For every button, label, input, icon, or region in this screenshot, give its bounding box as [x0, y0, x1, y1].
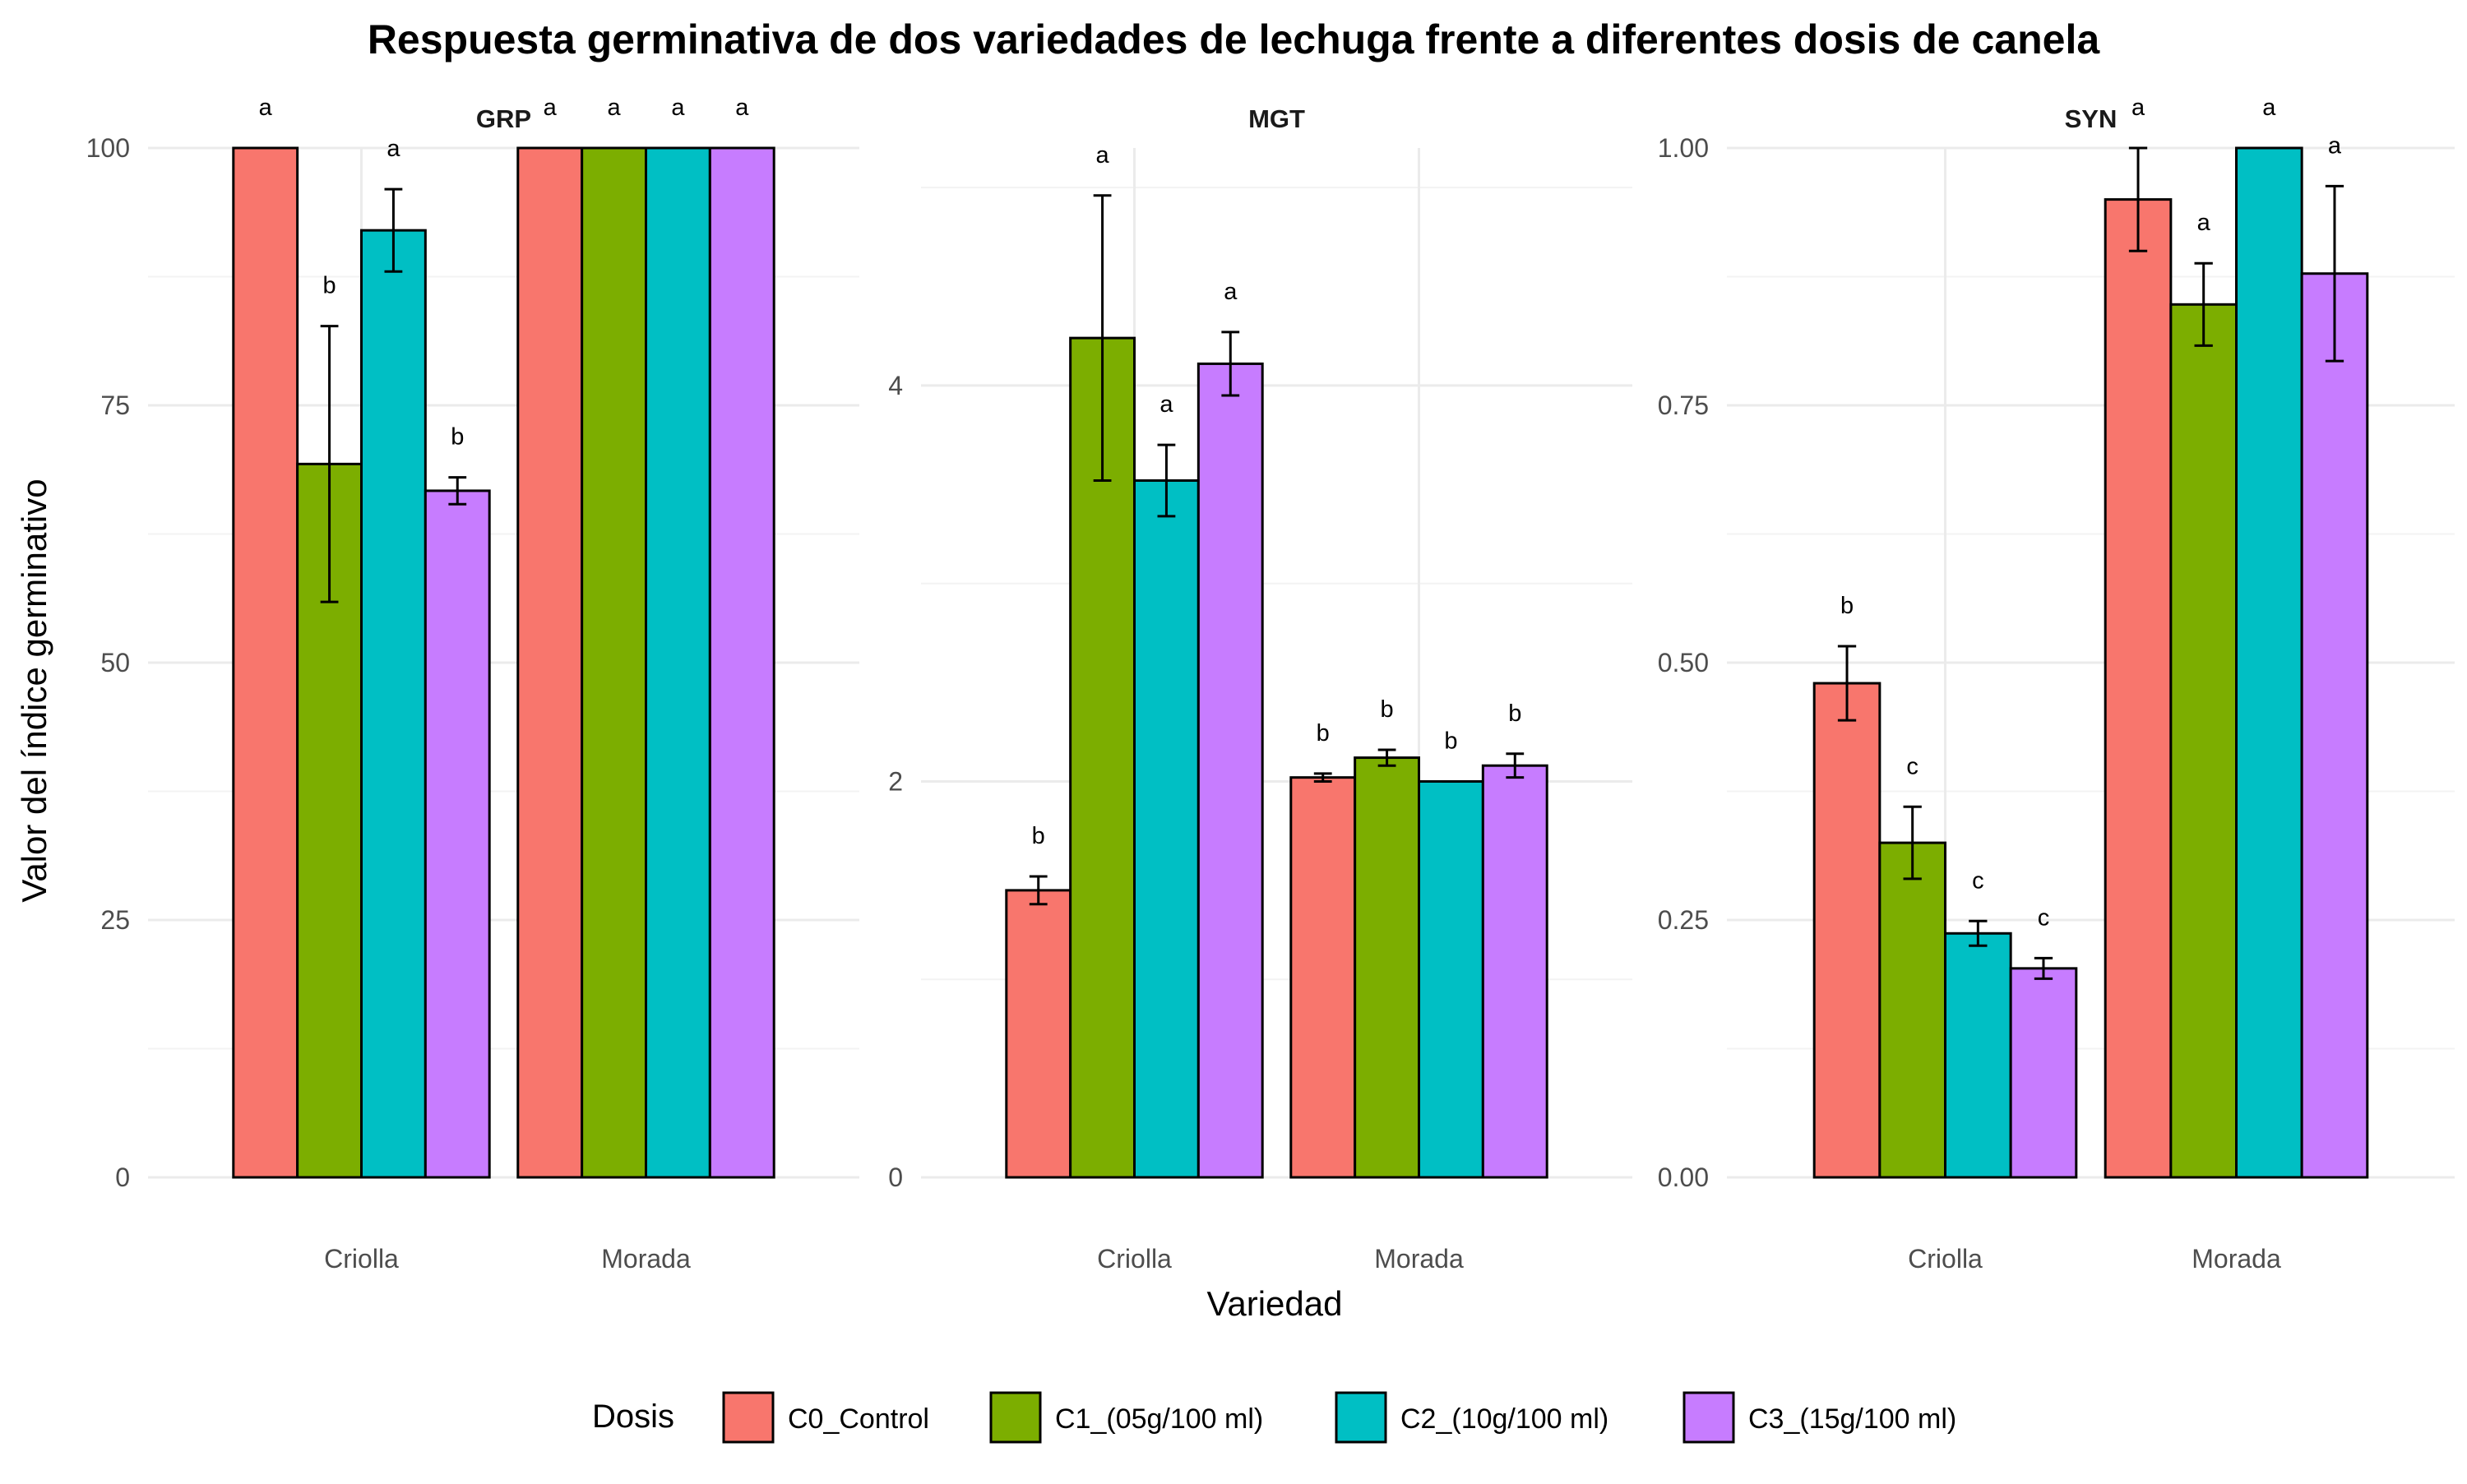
panel-strip-label: MGT [1248, 104, 1305, 133]
legend-swatch [1682, 1391, 1735, 1444]
significance-letter: a [2328, 132, 2342, 159]
x-tick-label: Morada [601, 1244, 691, 1274]
legend-title: Dosis [592, 1398, 674, 1435]
y-tick-label: 0.00 [1658, 1163, 1709, 1192]
bar [1481, 764, 1548, 1179]
x-tick-label: Criolla [324, 1244, 399, 1274]
legend-swatch [989, 1391, 1042, 1444]
x-tick-label: Criolla [1097, 1244, 1172, 1274]
legend-label: C2_(10g/100 ml) [1400, 1403, 1608, 1435]
legend: Dosis C0_Control C1_(05g/100 ml) C2_(10g/1… [592, 1391, 1956, 1444]
bar [360, 229, 427, 1179]
significance-letter: b [451, 424, 464, 451]
legend-entry: C1_(05g/100 ml) [989, 1391, 1263, 1444]
significance-letter: a [2131, 95, 2145, 121]
y-tick-label: 4 [888, 371, 903, 400]
significance-letter: b [1032, 823, 1045, 849]
y-tick-label: 2 [888, 766, 903, 796]
significance-letter: a [735, 95, 749, 121]
legend-swatch [1335, 1391, 1387, 1444]
x-tick-label: Criolla [1908, 1244, 1983, 1274]
significance-letter: a [2262, 95, 2276, 121]
bar [1005, 889, 1072, 1179]
bar [2300, 272, 2369, 1179]
significance-letter: a [1159, 391, 1173, 418]
bar [1812, 682, 1881, 1179]
bar [1354, 756, 1421, 1179]
y-tick-label: 0.50 [1658, 648, 1709, 677]
legend-label: C1_(05g/100 ml) [1055, 1403, 1263, 1435]
chart-title: Respuesta germinativa de dos variedades … [368, 16, 2101, 62]
legend-label: C3_(15g/100 ml) [1748, 1403, 1956, 1435]
significance-letter: c [2038, 904, 2050, 931]
y-tick-label: 0 [115, 1163, 130, 1192]
y-tick-label: 1.00 [1658, 133, 1709, 163]
significance-letter: a [259, 95, 273, 121]
panel-strip-label: SYN [2065, 104, 2118, 133]
significance-letter: c [1972, 867, 1984, 894]
significance-letter: b [1508, 700, 1521, 727]
y-axis-title: Valor del índice germinativo [15, 478, 53, 902]
significance-letter: a [544, 95, 558, 121]
y-tick-label: 75 [100, 391, 130, 420]
y-tick-label: 0 [888, 1163, 903, 1192]
bar [1196, 362, 1264, 1179]
bar [2235, 146, 2303, 1179]
x-tick-label: Morada [1374, 1244, 1464, 1274]
significance-letter: b [1317, 720, 1330, 747]
bar [424, 489, 491, 1179]
y-tick-label: 50 [100, 648, 130, 677]
significance-letter: a [608, 95, 622, 121]
panel-strip-label: GRP [476, 104, 531, 133]
bar [2009, 967, 2078, 1179]
significance-letter: a [671, 95, 685, 121]
bar [645, 146, 711, 1179]
significance-letter: a [1224, 279, 1238, 305]
legend-entry: C3_(15g/100 ml) [1682, 1391, 1956, 1444]
legend-swatch [722, 1391, 775, 1444]
bar [1289, 776, 1357, 1179]
bar [1418, 779, 1484, 1179]
significance-letter: c [1906, 753, 1919, 779]
bar [232, 146, 299, 1179]
y-tick-label: 100 [86, 133, 130, 163]
significance-letter: a [386, 136, 400, 162]
bar [1944, 932, 2012, 1179]
legend-entry: C2_(10g/100 ml) [1335, 1391, 1608, 1444]
significance-letter: a [2197, 210, 2211, 236]
x-tick-label: Morada [2192, 1244, 2281, 1274]
significance-letter: b [323, 273, 336, 299]
legend-entry: C0_Control [722, 1391, 929, 1444]
bar [708, 146, 775, 1179]
y-tick-label: 0.25 [1658, 905, 1709, 935]
y-tick-label: 0.75 [1658, 391, 1709, 420]
bar [1133, 478, 1200, 1179]
panel-syn: SYN 0.00 0.25 0.50 0.75 1.00 Criolla Morada b a c a… [1658, 95, 2455, 1274]
x-axis-title: Variedad [1206, 1284, 1342, 1323]
panels: GRP 0 25 50 75 100 Criolla Morada a a b a a a b a MGT 0 2 4… [86, 95, 2455, 1274]
significance-letter: b [1381, 696, 1394, 723]
bar [1878, 841, 1947, 1179]
bar [516, 146, 584, 1179]
significance-letter: b [1840, 593, 1854, 619]
significance-letter: a [1096, 142, 1110, 169]
significance-letter: b [1444, 728, 1457, 754]
panel-mgt: MGT 0 2 4 Criolla Morada b b a b a b a b [888, 104, 1632, 1274]
bar [581, 146, 648, 1179]
bar [2169, 303, 2238, 1179]
legend-label: C0_Control [788, 1403, 929, 1435]
bar [2104, 198, 2173, 1179]
y-tick-label: 25 [100, 905, 130, 935]
panel-grp: GRP 0 25 50 75 100 Criolla Morada a a b a a a b a [86, 95, 859, 1274]
